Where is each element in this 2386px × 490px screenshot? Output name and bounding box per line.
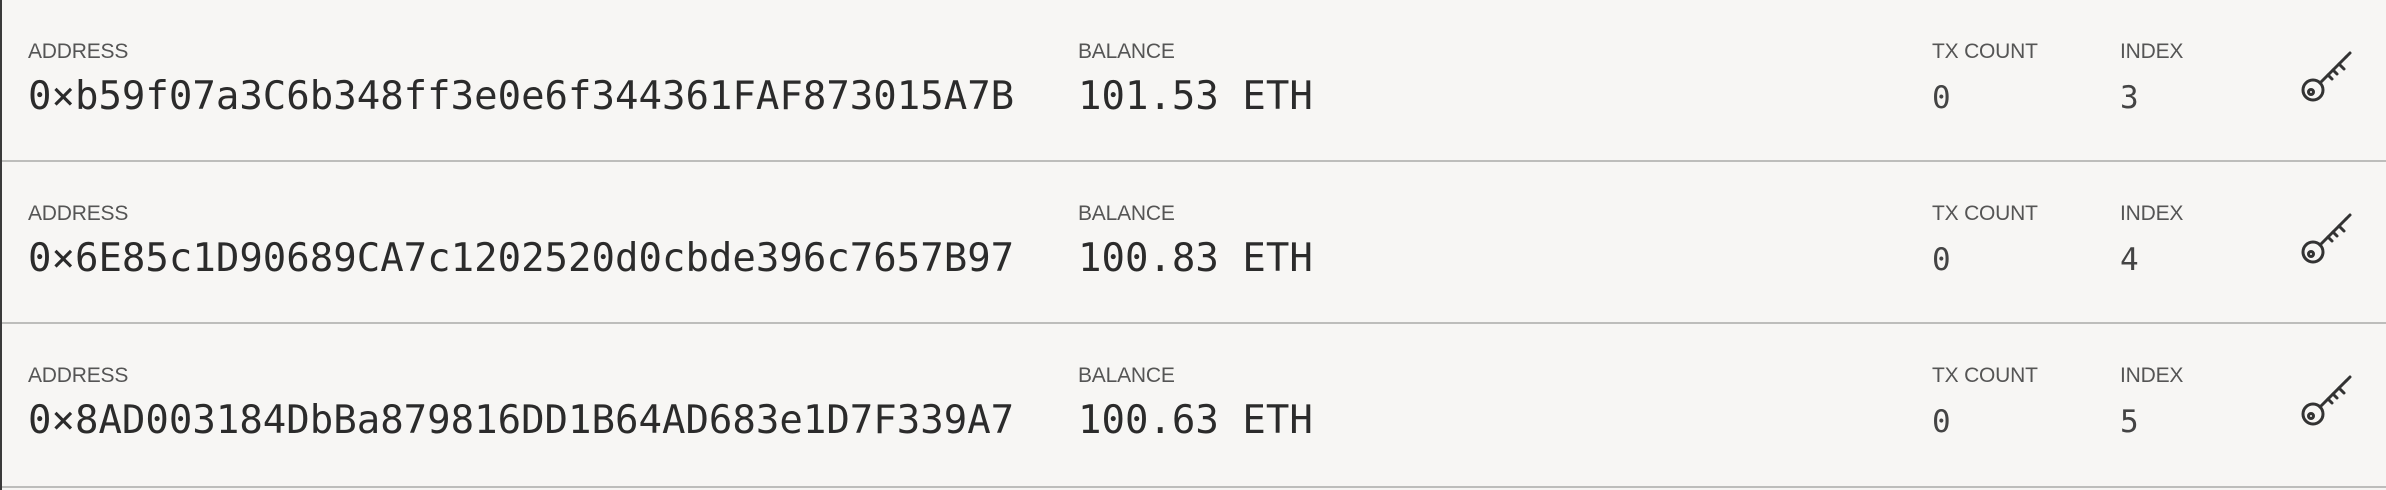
balance-label: BALANCE <box>1078 202 1175 225</box>
balance-field: BALANCE 100.83 ETH <box>1078 202 1313 282</box>
address-value[interactable]: 0×6E85c1D90689CA7c1202520d0cbde396c7657B… <box>28 236 1015 281</box>
account-row: ADDRESS 0×b59f07a3C6b348ff3e0e6f344361FA… <box>2 0 2386 162</box>
address-value[interactable]: 0×8AD003184DbBa879816DD1B64AD683e1D7F339… <box>28 398 1015 443</box>
balance-value: 100.63 ETH <box>1078 398 1313 443</box>
balance-label: BALANCE <box>1078 364 1175 387</box>
address-field: ADDRESS 0×6E85c1D90689CA7c1202520d0cbde3… <box>28 202 1014 282</box>
balance-field: BALANCE 100.63 ETH <box>1078 364 1313 444</box>
balance-value: 101.53 ETH <box>1078 74 1313 119</box>
address-field: ADDRESS 0×8AD003184DbBa879816DD1B64AD683… <box>28 364 1014 444</box>
index-label: INDEX <box>2120 40 2184 63</box>
balance-value: 100.83 ETH <box>1078 236 1313 281</box>
tx-count-label: TX COUNT <box>1932 202 2038 225</box>
address-value[interactable]: 0×b59f07a3C6b348ff3e0e6f344361FAF873015A… <box>28 74 1015 119</box>
index-label: INDEX <box>2120 364 2184 387</box>
show-keys-button[interactable] <box>2296 368 2356 432</box>
tx-count-value: 0 <box>1932 404 1951 440</box>
tx-count-field: TX COUNT 0 <box>1932 364 2038 442</box>
key-icon <box>2301 51 2352 102</box>
balance-field: BALANCE 101.53 ETH <box>1078 40 1313 120</box>
tx-count-label: TX COUNT <box>1932 40 2038 63</box>
address-label: ADDRESS <box>28 202 129 225</box>
index-value: 4 <box>2120 242 2139 278</box>
index-value: 5 <box>2120 404 2139 440</box>
index-field: INDEX 5 <box>2120 364 2183 442</box>
key-icon <box>2301 375 2352 426</box>
tx-count-label: TX COUNT <box>1932 364 2038 387</box>
tx-count-field: TX COUNT 0 <box>1932 202 2038 280</box>
account-row: ADDRESS 0×8AD003184DbBa879816DD1B64AD683… <box>2 324 2386 488</box>
key-icon <box>2301 213 2352 264</box>
tx-count-value: 0 <box>1932 80 1951 116</box>
tx-count-value: 0 <box>1932 242 1951 278</box>
address-label: ADDRESS <box>28 364 129 387</box>
address-field: ADDRESS 0×b59f07a3C6b348ff3e0e6f344361FA… <box>28 40 1014 120</box>
account-row: ADDRESS 0×6E85c1D90689CA7c1202520d0cbde3… <box>2 162 2386 324</box>
index-label: INDEX <box>2120 202 2184 225</box>
show-keys-button[interactable] <box>2296 206 2356 270</box>
index-field: INDEX 4 <box>2120 202 2183 280</box>
tx-count-field: TX COUNT 0 <box>1932 40 2038 118</box>
index-field: INDEX 3 <box>2120 40 2183 118</box>
show-keys-button[interactable] <box>2296 44 2356 108</box>
index-value: 3 <box>2120 80 2139 116</box>
address-label: ADDRESS <box>28 40 129 63</box>
balance-label: BALANCE <box>1078 40 1175 63</box>
